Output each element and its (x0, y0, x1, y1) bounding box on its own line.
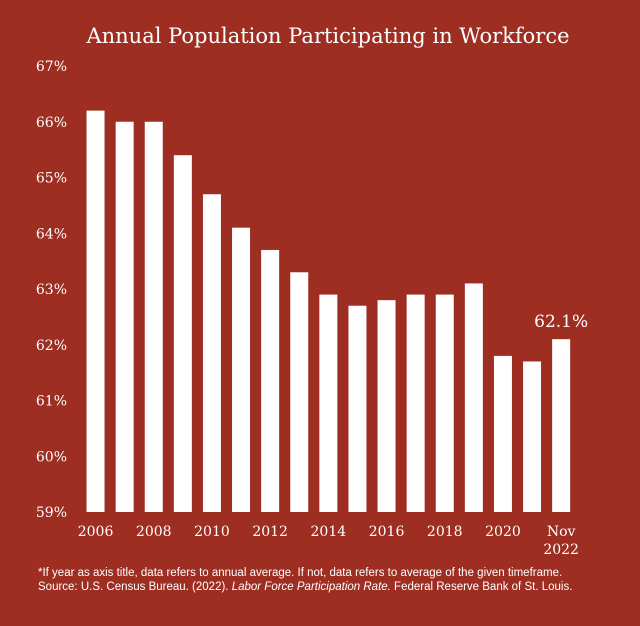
y-tick-label: 60% (36, 449, 67, 465)
bar (144, 121, 163, 512)
bar (173, 155, 192, 512)
y-axis: 59% 60% 61% 62% 63% 64% 65% 66% 67% (36, 59, 67, 521)
bar (377, 300, 396, 512)
x-tick-label: Nov 2022 (543, 524, 579, 558)
bar-series (86, 110, 571, 513)
x-tick-label: 2016 (369, 524, 405, 540)
y-tick-label: 65% (36, 171, 67, 187)
y-tick-label: 67% (36, 59, 67, 75)
x-tick-label: 2010 (194, 524, 230, 540)
chart-title: Annual Population Participating in Workf… (85, 24, 569, 48)
y-tick-label: 66% (36, 115, 67, 131)
y-tick-label: 64% (36, 226, 67, 242)
x-tick-label: 2014 (311, 524, 347, 540)
footnote-source: Source: U.S. Census Bureau. (2022). Labo… (38, 580, 628, 594)
y-tick-label: 63% (36, 282, 67, 298)
x-axis: 2006 2008 2010 2012 2014 2016 2018 2020 Nov 2022 (78, 524, 579, 558)
bar (261, 249, 280, 512)
x-tick-label: 2018 (427, 524, 463, 540)
footnote-note: *If year as axis title, data refers to a… (38, 567, 563, 579)
annotations: 62.1% (534, 312, 588, 332)
bar (319, 294, 338, 512)
footnote: *If year as axis title, data refers to a… (38, 566, 628, 594)
y-tick-label: 62% (36, 338, 67, 354)
bar (406, 294, 425, 512)
x-tick-label: 2006 (78, 524, 114, 540)
bar (493, 355, 512, 512)
x-tick-label: 2012 (252, 524, 288, 540)
bar (464, 283, 483, 512)
bar (523, 361, 542, 512)
bar (290, 272, 309, 512)
source-suffix: Federal Reserve Bank of St. Louis. (390, 581, 573, 593)
bar (232, 227, 251, 513)
x-tick-label: 2008 (136, 524, 172, 540)
bar (348, 305, 367, 512)
bar (435, 294, 454, 512)
source-title: Labor Force Participation Rate. (231, 581, 391, 593)
y-tick-label: 59% (36, 505, 67, 521)
bar (202, 194, 221, 512)
bar (115, 121, 134, 512)
source-prefix: Source: U.S. Census Bureau. (2022). (38, 581, 232, 593)
x-tick-label: 2020 (485, 524, 521, 540)
bar (86, 110, 105, 512)
bar (552, 339, 571, 512)
data-label: 62.1% (534, 312, 588, 332)
y-tick-label: 61% (36, 394, 67, 410)
